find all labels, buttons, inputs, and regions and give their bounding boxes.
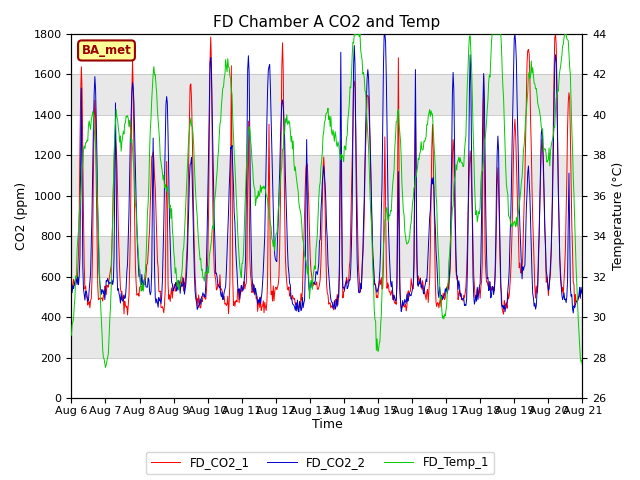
FD_CO2_1 bbox=[390, 292, 397, 298]
FD_CO2_2 bbox=[380, 31, 388, 37]
FD_Temp_1 bbox=[77, 191, 84, 197]
FD_Temp_1 bbox=[579, 363, 586, 369]
Line: FD_Temp_1: FD_Temp_1 bbox=[72, 34, 582, 367]
Line: FD_CO2_2: FD_CO2_2 bbox=[72, 34, 582, 313]
FD_CO2_2 bbox=[77, 162, 84, 168]
FD_CO2_2 bbox=[68, 284, 76, 290]
FD_Temp_1 bbox=[130, 166, 138, 171]
FD_Temp_1 bbox=[405, 237, 413, 243]
FD_CO2_2 bbox=[208, 105, 216, 111]
FD_CO2_1 bbox=[182, 270, 189, 276]
Bar bbox=[72, 74, 582, 115]
FD_CO2_1 bbox=[579, 287, 586, 292]
FD_CO2_1 bbox=[68, 284, 76, 290]
X-axis label: Time: Time bbox=[312, 419, 342, 432]
Bar bbox=[72, 196, 582, 236]
FD_CO2_2 bbox=[570, 310, 577, 316]
FD_CO2_1 bbox=[130, 155, 138, 161]
Bar bbox=[72, 317, 582, 358]
Bar bbox=[72, 276, 582, 317]
Bar bbox=[72, 115, 582, 156]
FD_CO2_1 bbox=[209, 203, 217, 209]
FD_CO2_2 bbox=[404, 298, 412, 303]
Line: FD_CO2_1: FD_CO2_1 bbox=[72, 34, 582, 315]
FD_CO2_1 bbox=[552, 31, 559, 37]
FD_Temp_1 bbox=[209, 223, 217, 228]
FD_CO2_2 bbox=[390, 297, 397, 303]
Y-axis label: CO2 (ppm): CO2 (ppm) bbox=[15, 182, 28, 250]
FD_CO2_1 bbox=[124, 312, 131, 318]
Bar bbox=[72, 34, 582, 74]
Legend: FD_CO2_1, FD_CO2_2, FD_Temp_1: FD_CO2_1, FD_CO2_2, FD_Temp_1 bbox=[146, 452, 494, 474]
FD_Temp_1 bbox=[351, 31, 358, 37]
FD_CO2_1 bbox=[77, 90, 84, 96]
Title: FD Chamber A CO2 and Temp: FD Chamber A CO2 and Temp bbox=[213, 15, 440, 30]
FD_Temp_1 bbox=[68, 333, 76, 338]
Bar bbox=[72, 358, 582, 398]
FD_CO2_1 bbox=[404, 288, 412, 293]
Bar bbox=[72, 156, 582, 196]
FD_CO2_2 bbox=[181, 286, 189, 292]
FD_Temp_1 bbox=[102, 364, 109, 370]
Text: BA_met: BA_met bbox=[82, 44, 131, 57]
FD_Temp_1 bbox=[182, 199, 189, 205]
Y-axis label: Temperature (°C): Temperature (°C) bbox=[612, 162, 625, 270]
Bar bbox=[72, 236, 582, 276]
FD_CO2_2 bbox=[129, 86, 137, 92]
FD_CO2_2 bbox=[579, 291, 586, 297]
FD_Temp_1 bbox=[390, 167, 398, 172]
